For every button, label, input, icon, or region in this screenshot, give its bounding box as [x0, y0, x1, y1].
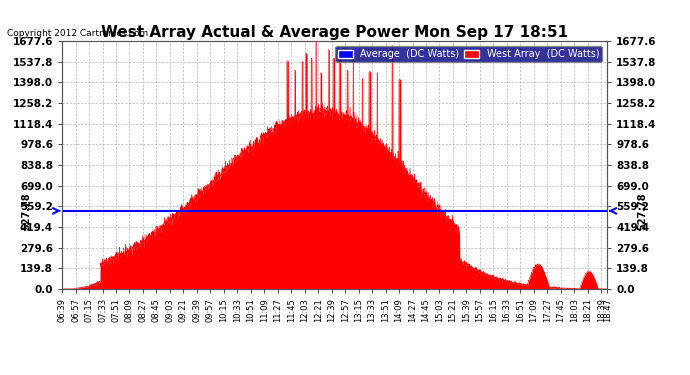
Title: West Array Actual & Average Power Mon Sep 17 18:51: West Array Actual & Average Power Mon Se…: [101, 25, 568, 40]
Text: 527.78: 527.78: [638, 192, 648, 230]
Text: Copyright 2012 Cartronics.com: Copyright 2012 Cartronics.com: [7, 28, 148, 38]
Legend: Average  (DC Watts), West Array  (DC Watts): Average (DC Watts), West Array (DC Watts…: [335, 46, 602, 62]
Text: 527.78: 527.78: [21, 192, 32, 230]
